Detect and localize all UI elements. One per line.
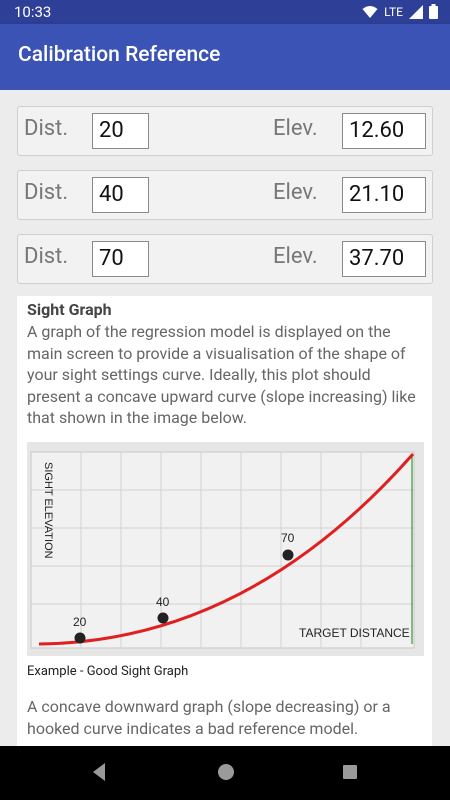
example-graph-image: 20 40 70 TARGET DISTANCE SIGHT ELEVATION <box>27 442 424 656</box>
recents-icon[interactable] <box>340 760 360 784</box>
point-label: 40 <box>156 595 170 609</box>
status-bar: 10:33 LTE <box>0 0 450 24</box>
dist-label: Dist. <box>24 244 69 269</box>
elev-input[interactable]: 21.10 <box>342 177 426 213</box>
elev-label: Elev. <box>273 244 318 269</box>
dist-label: Dist. <box>24 180 69 205</box>
elev-label: Elev. <box>273 116 318 141</box>
calibration-row-3: Dist. 70 Elev. 37.70 <box>17 234 433 284</box>
elev-input[interactable]: 12.60 <box>342 113 426 149</box>
calibration-row-1: Dist. 20 Elev. 12.60 <box>17 106 433 156</box>
data-point <box>74 632 86 644</box>
signal-icon <box>409 4 423 19</box>
info-paragraph: A graph of the regression model is displ… <box>27 322 416 427</box>
calibration-row-2: Dist. 40 Elev. 21.10 <box>17 170 433 220</box>
elev-input[interactable]: 37.70 <box>342 241 426 277</box>
status-time: 10:33 <box>14 3 52 21</box>
back-icon[interactable] <box>90 760 108 784</box>
home-icon[interactable] <box>215 760 237 784</box>
status-icons: LTE <box>362 4 438 19</box>
dist-input[interactable]: 40 <box>92 177 149 213</box>
content-area[interactable]: Dist. 20 Elev. 12.60 Dist. 40 Elev. 21.1… <box>0 90 450 746</box>
regression-curve <box>38 453 415 646</box>
battery-icon <box>429 4 438 19</box>
graph-y-label: SIGHT ELEVATION <box>42 462 54 559</box>
point-label: 20 <box>73 615 87 629</box>
point-label: 70 <box>281 531 295 545</box>
data-point <box>282 549 294 561</box>
info-paragraph-2: A concave downward graph (slope decreasi… <box>27 697 391 738</box>
data-point <box>157 612 169 624</box>
app-title: Calibration Reference <box>18 43 221 67</box>
navigation-bar <box>0 746 450 800</box>
elev-label: Elev. <box>273 180 318 205</box>
graph-caption: Example - Good Sight Graph <box>27 664 189 679</box>
dist-label: Dist. <box>24 116 69 141</box>
dist-input[interactable]: 70 <box>92 241 149 277</box>
wifi-icon <box>362 5 378 18</box>
dist-input[interactable]: 20 <box>92 113 149 149</box>
network-type: LTE <box>384 4 403 19</box>
graph-x-label: TARGET DISTANCE <box>299 626 410 640</box>
info-card: Sight Graph A graph of the regression mo… <box>17 296 432 746</box>
app-bar: Calibration Reference <box>0 24 450 90</box>
section-heading: Sight Graph <box>27 300 112 319</box>
